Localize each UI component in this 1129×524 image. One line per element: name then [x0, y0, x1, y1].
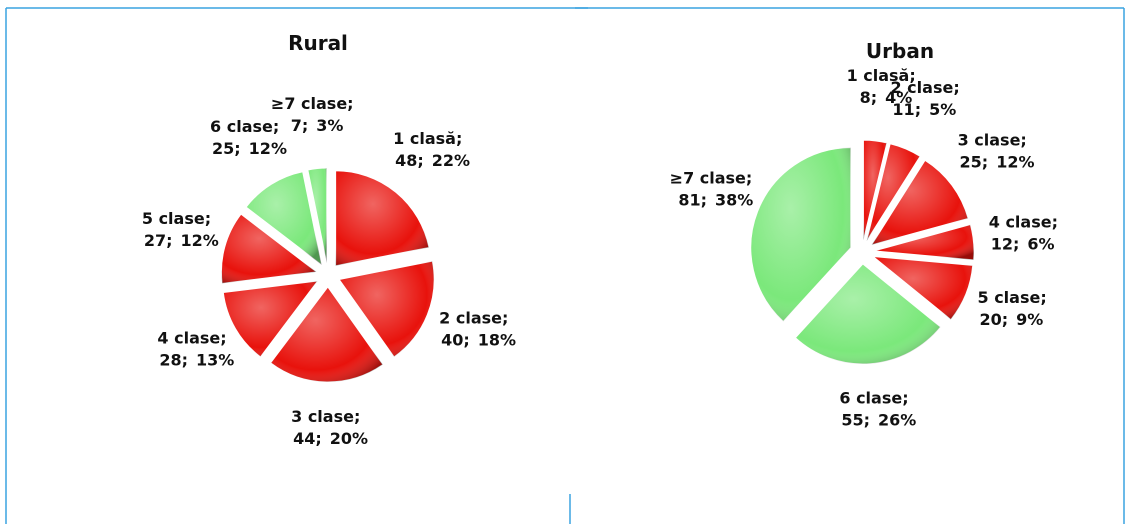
- data-label: 2 clase; 11; 5%: [890, 78, 959, 119]
- data-label: 1 clasă; 48; 22%: [393, 129, 470, 170]
- label-percent: 38%: [715, 190, 753, 209]
- data-label: ≥7 clase; 7; 3%: [271, 94, 354, 135]
- slice-shade: [246, 171, 322, 265]
- label-value: 48;: [395, 151, 424, 170]
- data-label: 1 clasă; 8; 4%: [847, 66, 916, 107]
- label-category: 3 clase;: [958, 131, 1027, 150]
- label-percent: 4%: [885, 88, 912, 107]
- label-percent: 20%: [330, 429, 368, 448]
- data-label: 5 clase; 27; 12%: [142, 209, 219, 250]
- label-value: 25;: [212, 139, 241, 158]
- label-percent: 9%: [1016, 310, 1043, 329]
- chart-title: Rural: [288, 31, 348, 55]
- label-category: 1 clasă;: [393, 129, 462, 148]
- label-category: 5 clase;: [977, 288, 1046, 307]
- slice-shade: [307, 168, 327, 264]
- label-category: ≥7 clase;: [271, 94, 354, 113]
- slice-shade: [873, 224, 974, 260]
- slice-shade: [795, 263, 941, 364]
- label-value: 11;: [892, 100, 921, 119]
- label-category: ≥7 clase;: [670, 168, 753, 187]
- label-value: 81;: [678, 190, 707, 209]
- label-category: 3 clase;: [291, 407, 360, 426]
- label-percent: 5%: [929, 100, 956, 119]
- label-category: 2 clase;: [890, 78, 959, 97]
- label-value: 40;: [441, 330, 470, 349]
- label-category: 5 clase;: [142, 209, 211, 228]
- slice-shade: [335, 170, 429, 266]
- slice-shade: [339, 261, 435, 357]
- data-label: 5 clase; 20; 9%: [977, 288, 1046, 329]
- data-label: 4 clase; 12; 6%: [989, 213, 1058, 254]
- slice-shade: [750, 147, 851, 322]
- label-category: 6 clase;: [210, 117, 279, 136]
- data-label: ≥7 clase; 81; 38%: [670, 168, 754, 209]
- label-value: 8;: [860, 88, 878, 107]
- data-label: 4 clase; 28; 13%: [157, 329, 234, 370]
- label-percent: 22%: [432, 151, 470, 170]
- label-value: 20;: [979, 310, 1008, 329]
- slice-shade: [866, 143, 921, 241]
- label-percent: 12%: [249, 139, 287, 158]
- data-label: 6 clase; 25; 12%: [210, 117, 287, 158]
- label-percent: 3%: [316, 116, 343, 135]
- label-value: 55;: [841, 411, 870, 430]
- label-percent: 26%: [878, 411, 916, 430]
- label-value: 12;: [991, 235, 1020, 254]
- label-percent: 13%: [196, 351, 234, 370]
- label-percent: 6%: [1027, 235, 1054, 254]
- slice-shade: [873, 256, 973, 320]
- label-value: 27;: [144, 231, 173, 250]
- label-value: 44;: [293, 429, 322, 448]
- data-label: 3 clase; 44; 20%: [291, 407, 368, 448]
- label-category: 6 clase;: [839, 389, 908, 408]
- data-label: 2 clase; 40; 18%: [439, 308, 516, 349]
- label-percent: 12%: [996, 153, 1034, 172]
- slice-shade: [871, 160, 969, 245]
- data-label: 6 clase; 55; 26%: [839, 389, 916, 430]
- label-value: 25;: [960, 153, 989, 172]
- slice-shade: [223, 281, 318, 357]
- label-category: 1 clasă;: [847, 66, 916, 85]
- label-category: 4 clase;: [989, 213, 1058, 232]
- label-percent: 12%: [180, 231, 218, 250]
- slice-shade: [863, 140, 887, 241]
- label-category: 2 clase;: [439, 308, 508, 327]
- label-value: 7;: [291, 116, 309, 135]
- label-value: 28;: [159, 351, 188, 370]
- slice-shade: [221, 214, 317, 284]
- slice-shade: [270, 286, 383, 382]
- label-percent: 18%: [478, 330, 516, 349]
- data-label: 3 clase; 25; 12%: [958, 131, 1035, 172]
- chart-title: Urban: [866, 39, 934, 63]
- label-category: 4 clase;: [157, 329, 226, 348]
